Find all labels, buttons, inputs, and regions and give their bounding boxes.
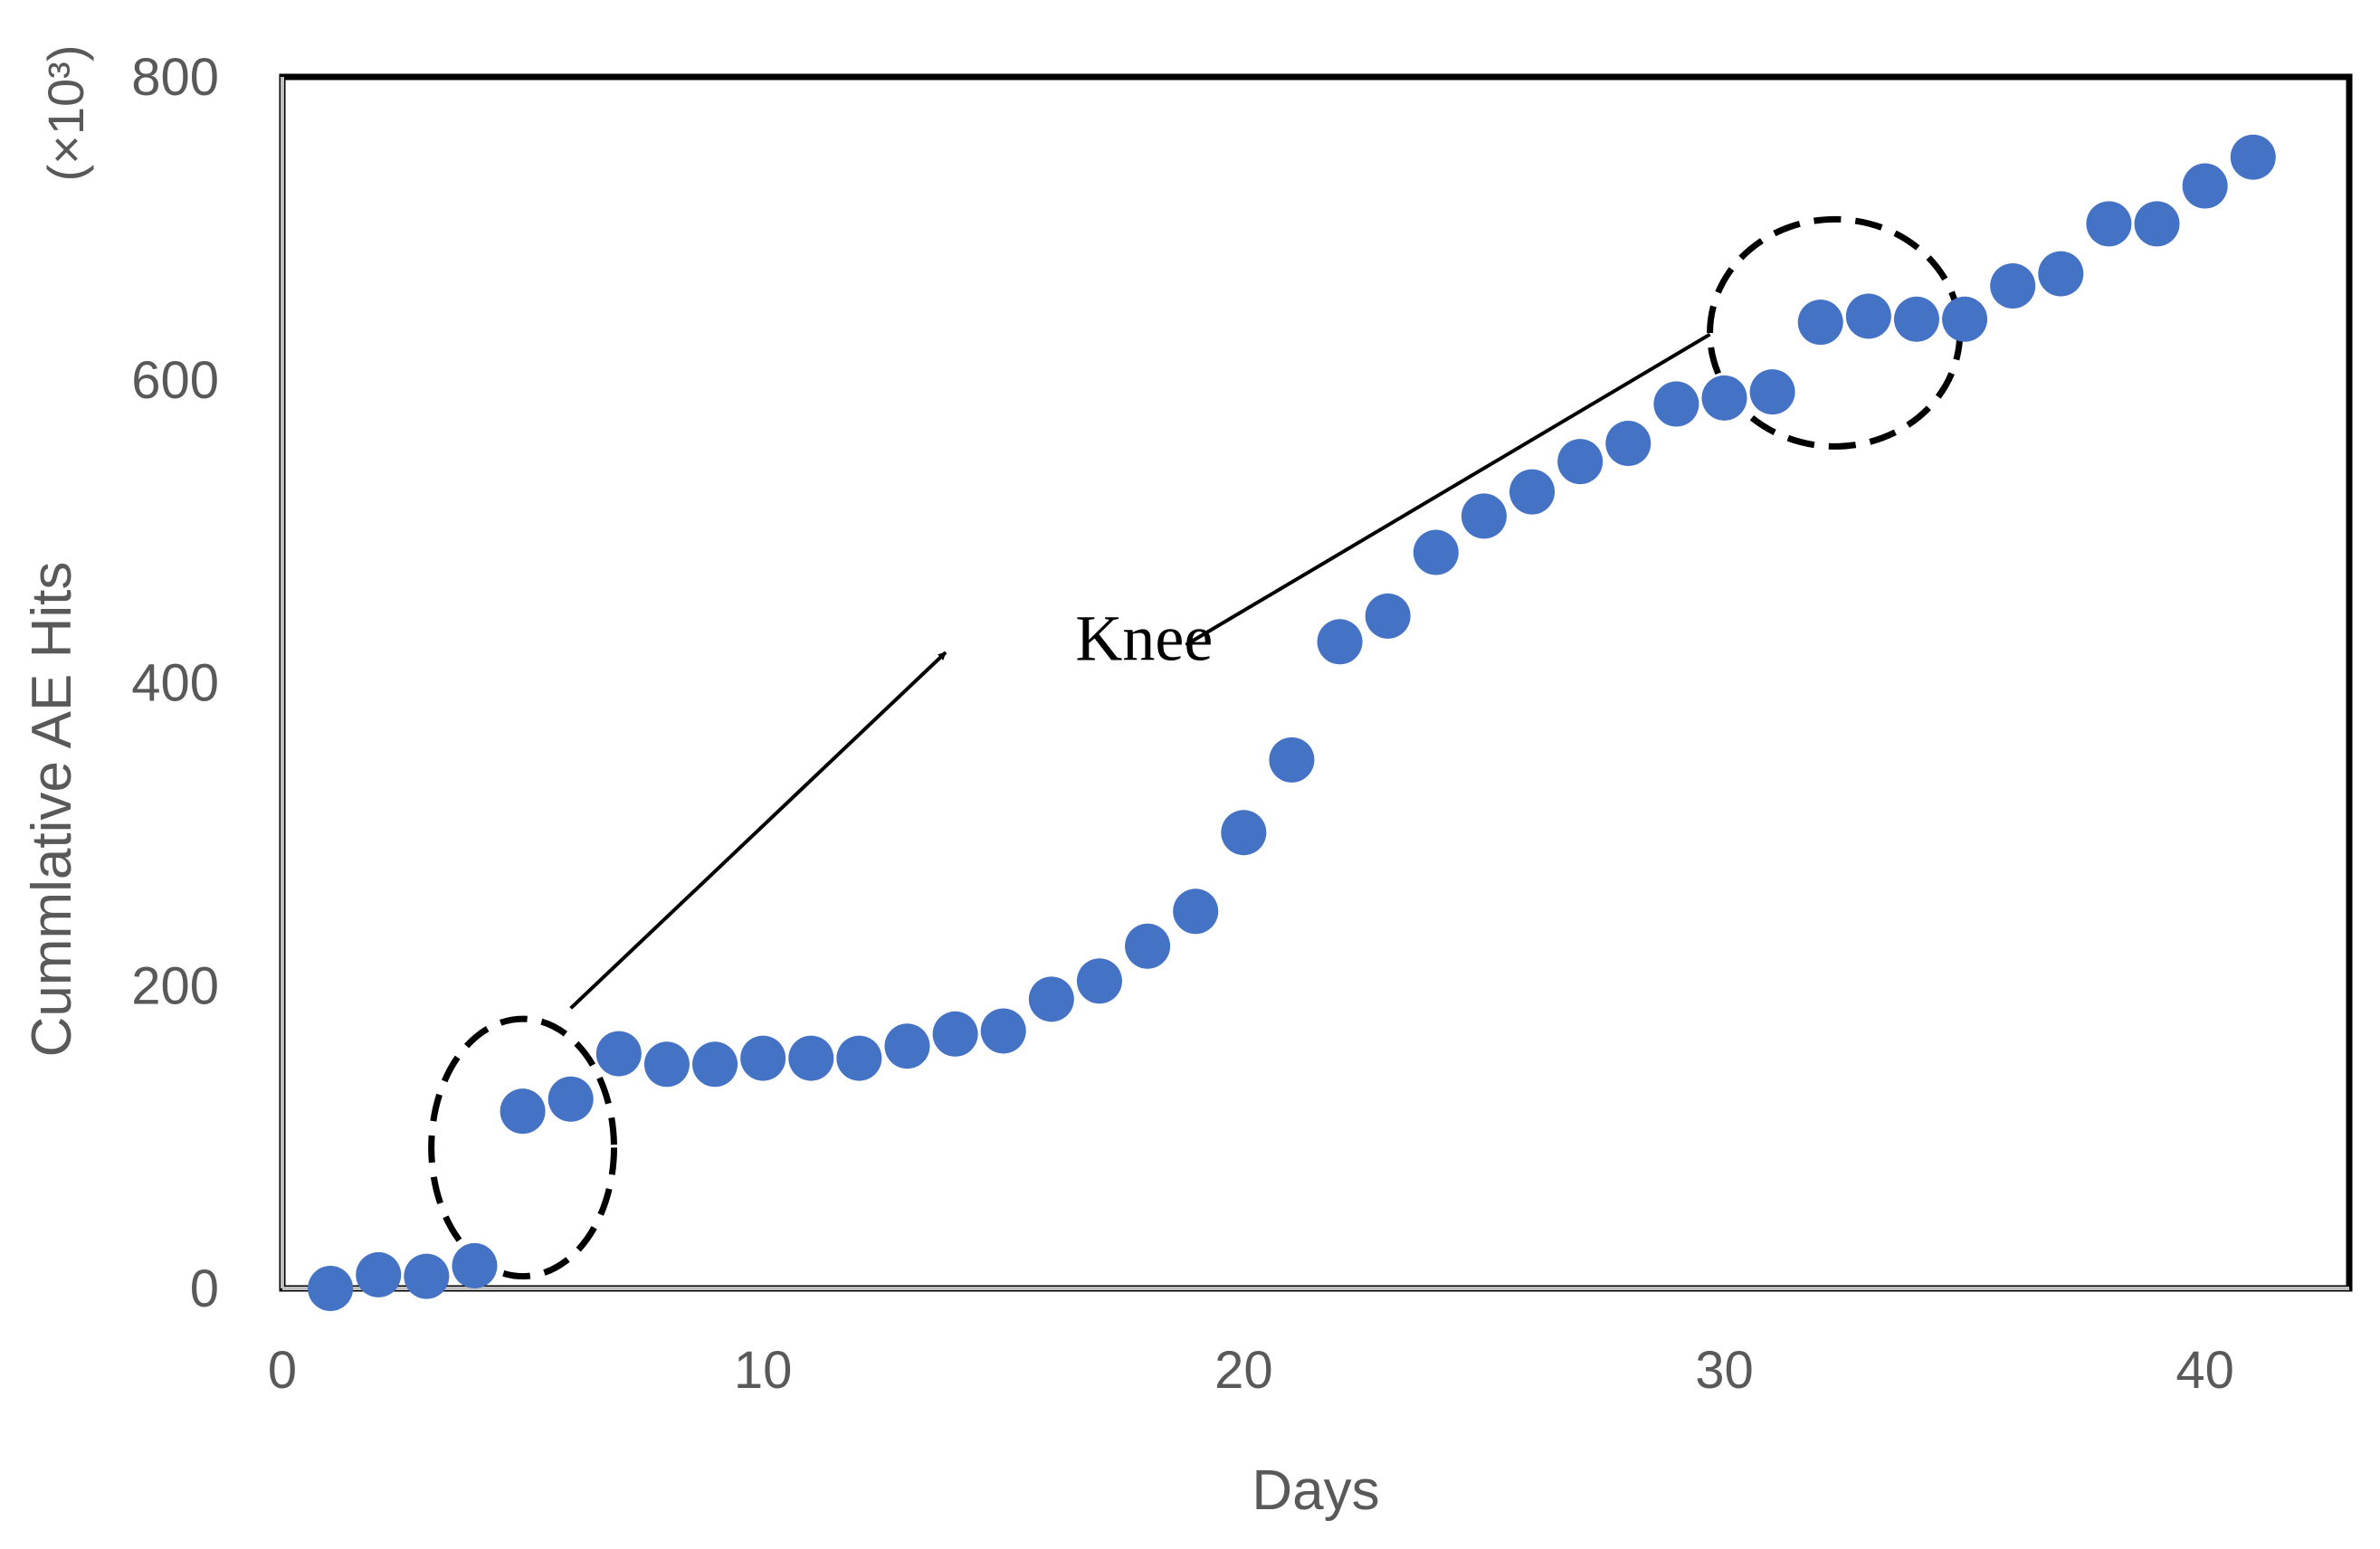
data-point	[595, 1031, 642, 1077]
data-point	[1173, 889, 1219, 935]
data-point	[2230, 134, 2276, 180]
x-tick-label: 40	[2175, 1341, 2234, 1400]
y-tick-label: 600	[131, 351, 219, 410]
y-axis-unit-label: (×10³)	[37, 45, 94, 182]
data-point	[1413, 529, 1459, 575]
data-point	[740, 1035, 786, 1081]
annotation-arrow	[1185, 332, 1711, 647]
data-point	[2182, 163, 2228, 209]
data-point	[1797, 299, 1843, 346]
data-point	[452, 1242, 498, 1288]
x-axis-title: Days	[1252, 1459, 1379, 1522]
annotations: Knee	[428, 215, 1964, 1280]
data-point	[1509, 469, 1556, 515]
data-point	[1076, 958, 1122, 1004]
data-point	[547, 1076, 594, 1122]
data-point	[1845, 293, 1891, 339]
data-point	[2086, 201, 2132, 247]
knee-annotation-label: Knee	[1075, 602, 1213, 674]
data-point	[1317, 619, 1363, 665]
data-point	[308, 1266, 354, 1311]
data-point	[1125, 923, 1171, 969]
data-point	[1653, 381, 1699, 427]
y-tick-label: 800	[131, 48, 219, 107]
data-point	[2038, 251, 2084, 297]
data-point	[1028, 976, 1074, 1022]
data-point	[404, 1253, 450, 1299]
y-tick-label: 0	[190, 1259, 219, 1318]
data-point	[1942, 296, 1988, 342]
data-point	[1269, 736, 1315, 783]
data-point	[500, 1088, 546, 1135]
data-point	[2134, 201, 2180, 247]
data-point	[1990, 262, 2036, 309]
data-point	[1701, 375, 1747, 421]
y-tick-label: 400	[131, 654, 219, 713]
annotation-arrow	[569, 651, 947, 1010]
plot-area-border	[279, 73, 2353, 1292]
data-point	[1221, 810, 1267, 856]
data-point	[884, 1023, 930, 1069]
data-point	[1557, 439, 1604, 485]
x-tick-label: 20	[1214, 1341, 1273, 1400]
data-point	[932, 1011, 978, 1057]
knee-highlight-ellipse	[428, 1015, 618, 1280]
data-point	[1893, 296, 1939, 342]
data-point	[692, 1041, 738, 1088]
y-tick-label: 200	[131, 956, 219, 1015]
data-point	[836, 1035, 882, 1081]
x-tick-label: 10	[734, 1341, 793, 1400]
data-point	[788, 1035, 834, 1081]
data-point	[1749, 369, 1795, 415]
x-tick-label: 0	[268, 1341, 297, 1400]
y-axis-title: Cummlative AE Hits	[21, 562, 83, 1058]
data-point	[980, 1008, 1026, 1054]
data-point	[1461, 493, 1507, 539]
data-point	[1605, 421, 1652, 467]
x-tick-label: 30	[1695, 1341, 1754, 1400]
data-point	[356, 1251, 402, 1297]
data-points	[308, 134, 2276, 1311]
data-point	[1365, 593, 1411, 639]
data-point	[643, 1041, 690, 1088]
